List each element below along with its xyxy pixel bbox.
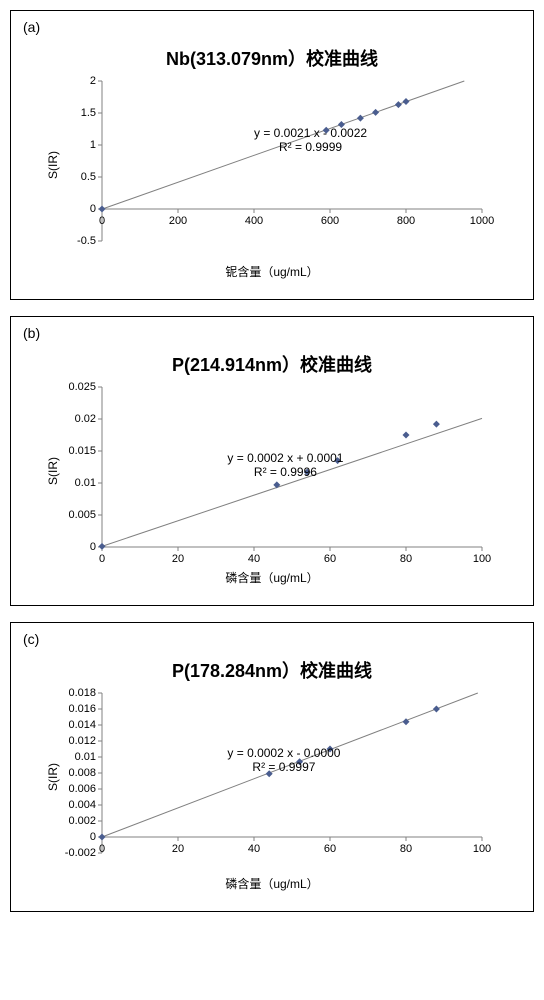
data-marker bbox=[395, 101, 402, 108]
ytick-label: -0.002 bbox=[65, 847, 96, 859]
chart-svg bbox=[32, 39, 512, 289]
ytick-label: 0.025 bbox=[68, 381, 96, 393]
ytick-label: 0.014 bbox=[68, 719, 96, 731]
panel-a: (a) Nb(313.079nm）校准曲线-0.500.511.52020040… bbox=[10, 10, 534, 300]
ytick-label: 0.005 bbox=[68, 509, 96, 521]
data-marker bbox=[99, 834, 106, 841]
equation-text: y = 0.0002 x + 0.0001R² = 0.9996 bbox=[227, 451, 343, 479]
chart-svg bbox=[32, 651, 512, 901]
xtick-label: 1000 bbox=[470, 215, 494, 227]
chart-p178: P(178.284nm）校准曲线-0.00200.0020.0040.0060.… bbox=[32, 651, 512, 901]
xtick-label: 100 bbox=[473, 843, 491, 855]
x-axis-label: 铌含量（ug/mL） bbox=[32, 263, 512, 280]
panel-label-a: (a) bbox=[23, 19, 523, 35]
ytick-label: 0.016 bbox=[68, 703, 96, 715]
ytick-label: 0 bbox=[90, 203, 96, 215]
ytick-label: 0.018 bbox=[68, 687, 96, 699]
ytick-label: 0.02 bbox=[75, 413, 96, 425]
xtick-label: 0 bbox=[99, 553, 105, 565]
xtick-label: 20 bbox=[172, 843, 184, 855]
ytick-label: 0 bbox=[90, 541, 96, 553]
xtick-label: 80 bbox=[400, 843, 412, 855]
ytick-label: 0.012 bbox=[68, 735, 96, 747]
data-marker bbox=[433, 706, 440, 713]
equation-text: y = 0.0002 x - 0.0000R² = 0.9997 bbox=[227, 746, 340, 774]
xtick-label: 40 bbox=[248, 843, 260, 855]
xtick-label: 60 bbox=[324, 843, 336, 855]
panel-b: (b) P(214.914nm）校准曲线00.0050.010.0150.020… bbox=[10, 316, 534, 606]
y-axis-label: S(IR) bbox=[46, 763, 60, 791]
data-marker bbox=[433, 421, 440, 428]
panel-label-c: (c) bbox=[23, 631, 523, 647]
y-axis-label: S(IR) bbox=[46, 151, 60, 179]
ytick-label: 2 bbox=[90, 75, 96, 87]
data-marker bbox=[99, 206, 106, 213]
xtick-label: 80 bbox=[400, 553, 412, 565]
xtick-label: 600 bbox=[321, 215, 339, 227]
xtick-label: 400 bbox=[245, 215, 263, 227]
x-axis-label: 磷含量（ug/mL） bbox=[32, 875, 512, 892]
ytick-label: 0.01 bbox=[75, 751, 96, 763]
ytick-label: -0.5 bbox=[77, 235, 96, 247]
data-marker bbox=[357, 115, 364, 122]
xtick-label: 40 bbox=[248, 553, 260, 565]
xtick-label: 800 bbox=[397, 215, 415, 227]
panel-c: (c) P(178.284nm）校准曲线-0.00200.0020.0040.0… bbox=[10, 622, 534, 912]
data-marker bbox=[273, 481, 280, 488]
chart-nb: Nb(313.079nm）校准曲线-0.500.511.520200400600… bbox=[32, 39, 512, 289]
data-marker bbox=[403, 432, 410, 439]
data-marker bbox=[99, 543, 106, 550]
x-axis-label: 磷含量（ug/mL） bbox=[32, 569, 512, 586]
ytick-label: 0.5 bbox=[81, 171, 96, 183]
xtick-label: 100 bbox=[473, 553, 491, 565]
ytick-label: 0.015 bbox=[68, 445, 96, 457]
ytick-label: 1 bbox=[90, 139, 96, 151]
ytick-label: 0.006 bbox=[68, 783, 96, 795]
xtick-label: 0 bbox=[99, 843, 105, 855]
data-marker bbox=[403, 98, 410, 105]
ytick-label: 1.5 bbox=[81, 107, 96, 119]
ytick-label: 0 bbox=[90, 831, 96, 843]
ytick-label: 0.002 bbox=[68, 815, 96, 827]
panel-label-b: (b) bbox=[23, 325, 523, 341]
equation-text: y = 0.0021 x - 0.0022R² = 0.9999 bbox=[254, 126, 367, 154]
ytick-label: 0.004 bbox=[68, 799, 96, 811]
fit-line bbox=[102, 418, 482, 546]
data-marker bbox=[372, 109, 379, 116]
ytick-label: 0.008 bbox=[68, 767, 96, 779]
xtick-label: 200 bbox=[169, 215, 187, 227]
y-axis-label: S(IR) bbox=[46, 457, 60, 485]
xtick-label: 60 bbox=[324, 553, 336, 565]
ytick-label: 0.01 bbox=[75, 477, 96, 489]
xtick-label: 0 bbox=[99, 215, 105, 227]
xtick-label: 20 bbox=[172, 553, 184, 565]
chart-p214: P(214.914nm）校准曲线00.0050.010.0150.020.025… bbox=[32, 345, 512, 595]
